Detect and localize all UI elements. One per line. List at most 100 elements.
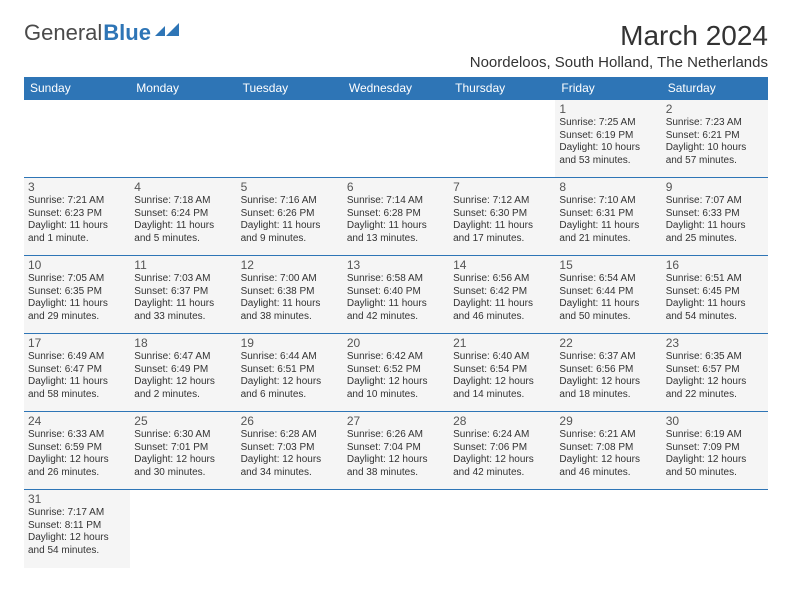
empty-cell bbox=[130, 100, 236, 178]
sunset-line: Sunset: 6:26 PM bbox=[241, 208, 339, 221]
sunset-line: Sunset: 6:23 PM bbox=[28, 208, 126, 221]
day-number: 26 bbox=[241, 414, 339, 428]
daylight-line: Daylight: 11 hours and 54 minutes. bbox=[666, 298, 764, 323]
sunrise-line: Sunrise: 6:19 AM bbox=[666, 429, 764, 442]
day-cell: 21Sunrise: 6:40 AMSunset: 6:54 PMDayligh… bbox=[449, 334, 555, 412]
daylight-line: Daylight: 10 hours and 57 minutes. bbox=[666, 142, 764, 167]
empty-cell bbox=[449, 100, 555, 178]
sunrise-line: Sunrise: 7:07 AM bbox=[666, 195, 764, 208]
weekday-header: Thursday bbox=[449, 77, 555, 100]
sunrise-line: Sunrise: 6:21 AM bbox=[559, 429, 657, 442]
day-cell: 8Sunrise: 7:10 AMSunset: 6:31 PMDaylight… bbox=[555, 178, 661, 256]
day-number: 18 bbox=[134, 336, 232, 350]
day-number: 23 bbox=[666, 336, 764, 350]
sunset-line: Sunset: 6:59 PM bbox=[28, 442, 126, 455]
sunset-line: Sunset: 6:45 PM bbox=[666, 286, 764, 299]
sunrise-line: Sunrise: 6:54 AM bbox=[559, 273, 657, 286]
daylight-line: Daylight: 12 hours and 10 minutes. bbox=[347, 376, 445, 401]
sunset-line: Sunset: 6:52 PM bbox=[347, 364, 445, 377]
logo-text-1: General bbox=[24, 20, 102, 46]
day-cell: 2Sunrise: 7:23 AMSunset: 6:21 PMDaylight… bbox=[662, 100, 768, 178]
sunrise-line: Sunrise: 6:47 AM bbox=[134, 351, 232, 364]
day-cell: 9Sunrise: 7:07 AMSunset: 6:33 PMDaylight… bbox=[662, 178, 768, 256]
day-number: 19 bbox=[241, 336, 339, 350]
sunset-line: Sunset: 6:38 PM bbox=[241, 286, 339, 299]
sunrise-line: Sunrise: 7:21 AM bbox=[28, 195, 126, 208]
day-cell: 22Sunrise: 6:37 AMSunset: 6:56 PMDayligh… bbox=[555, 334, 661, 412]
sunset-line: Sunset: 6:21 PM bbox=[666, 130, 764, 143]
calendar-body: 1Sunrise: 7:25 AMSunset: 6:19 PMDaylight… bbox=[24, 100, 768, 568]
empty-cell bbox=[237, 100, 343, 178]
sunrise-line: Sunrise: 7:12 AM bbox=[453, 195, 551, 208]
sunrise-line: Sunrise: 6:42 AM bbox=[347, 351, 445, 364]
day-cell: 24Sunrise: 6:33 AMSunset: 6:59 PMDayligh… bbox=[24, 412, 130, 490]
daylight-line: Daylight: 12 hours and 46 minutes. bbox=[559, 454, 657, 479]
day-cell: 13Sunrise: 6:58 AMSunset: 6:40 PMDayligh… bbox=[343, 256, 449, 334]
calendar-header-row: SundayMondayTuesdayWednesdayThursdayFrid… bbox=[24, 77, 768, 100]
day-number: 29 bbox=[559, 414, 657, 428]
weekday-header: Wednesday bbox=[343, 77, 449, 100]
day-cell: 25Sunrise: 6:30 AMSunset: 7:01 PMDayligh… bbox=[130, 412, 236, 490]
sunset-line: Sunset: 6:35 PM bbox=[28, 286, 126, 299]
day-number: 6 bbox=[347, 180, 445, 194]
daylight-line: Daylight: 11 hours and 21 minutes. bbox=[559, 220, 657, 245]
daylight-line: Daylight: 10 hours and 53 minutes. bbox=[559, 142, 657, 167]
daylight-line: Daylight: 11 hours and 1 minute. bbox=[28, 220, 126, 245]
sunset-line: Sunset: 6:56 PM bbox=[559, 364, 657, 377]
sunset-line: Sunset: 6:19 PM bbox=[559, 130, 657, 143]
sunrise-line: Sunrise: 7:10 AM bbox=[559, 195, 657, 208]
day-number: 12 bbox=[241, 258, 339, 272]
sunrise-line: Sunrise: 6:49 AM bbox=[28, 351, 126, 364]
daylight-line: Daylight: 12 hours and 22 minutes. bbox=[666, 376, 764, 401]
sunrise-line: Sunrise: 7:05 AM bbox=[28, 273, 126, 286]
day-cell: 31Sunrise: 7:17 AMSunset: 8:11 PMDayligh… bbox=[24, 490, 130, 568]
daylight-line: Daylight: 11 hours and 33 minutes. bbox=[134, 298, 232, 323]
day-number: 5 bbox=[241, 180, 339, 194]
sunrise-line: Sunrise: 6:33 AM bbox=[28, 429, 126, 442]
sunset-line: Sunset: 6:37 PM bbox=[134, 286, 232, 299]
daylight-line: Daylight: 12 hours and 30 minutes. bbox=[134, 454, 232, 479]
weekday-header: Friday bbox=[555, 77, 661, 100]
daylight-line: Daylight: 11 hours and 13 minutes. bbox=[347, 220, 445, 245]
day-cell: 4Sunrise: 7:18 AMSunset: 6:24 PMDaylight… bbox=[130, 178, 236, 256]
day-number: 15 bbox=[559, 258, 657, 272]
sunrise-line: Sunrise: 6:35 AM bbox=[666, 351, 764, 364]
weekday-header: Tuesday bbox=[237, 77, 343, 100]
calendar-row: 3Sunrise: 7:21 AMSunset: 6:23 PMDaylight… bbox=[24, 178, 768, 256]
calendar-row: 10Sunrise: 7:05 AMSunset: 6:35 PMDayligh… bbox=[24, 256, 768, 334]
day-cell: 23Sunrise: 6:35 AMSunset: 6:57 PMDayligh… bbox=[662, 334, 768, 412]
day-number: 16 bbox=[666, 258, 764, 272]
sunrise-line: Sunrise: 6:40 AM bbox=[453, 351, 551, 364]
day-cell: 30Sunrise: 6:19 AMSunset: 7:09 PMDayligh… bbox=[662, 412, 768, 490]
day-cell: 20Sunrise: 6:42 AMSunset: 6:52 PMDayligh… bbox=[343, 334, 449, 412]
daylight-line: Daylight: 11 hours and 9 minutes. bbox=[241, 220, 339, 245]
header: GeneralBlue March 2024 Noordeloos, South… bbox=[24, 20, 768, 71]
day-number: 2 bbox=[666, 102, 764, 116]
empty-cell bbox=[130, 490, 236, 568]
calendar-row: 17Sunrise: 6:49 AMSunset: 6:47 PM Dayligh… bbox=[24, 334, 768, 412]
daylight-line: Daylight: 11 hours and 46 minutes. bbox=[453, 298, 551, 323]
sunset-line: Sunset: 6:47 PM bbox=[28, 364, 126, 377]
day-number: 11 bbox=[134, 258, 232, 272]
sunrise-line: Sunrise: 6:44 AM bbox=[241, 351, 339, 364]
sunrise-line: Sunrise: 6:37 AM bbox=[559, 351, 657, 364]
day-cell: 5Sunrise: 7:16 AMSunset: 6:26 PMDaylight… bbox=[237, 178, 343, 256]
day-cell: 18Sunrise: 6:47 AMSunset: 6:49 PMDayligh… bbox=[130, 334, 236, 412]
empty-cell bbox=[343, 100, 449, 178]
day-cell: 6Sunrise: 7:14 AMSunset: 6:28 PMDaylight… bbox=[343, 178, 449, 256]
day-number: 22 bbox=[559, 336, 657, 350]
day-cell: 19Sunrise: 6:44 AMSunset: 6:51 PMDayligh… bbox=[237, 334, 343, 412]
sunset-line: Sunset: 7:09 PM bbox=[666, 442, 764, 455]
empty-cell bbox=[237, 490, 343, 568]
daylight-line: Daylight: 12 hours and 50 minutes. bbox=[666, 454, 764, 479]
day-number: 8 bbox=[559, 180, 657, 194]
day-cell: 29Sunrise: 6:21 AMSunset: 7:08 PMDayligh… bbox=[555, 412, 661, 490]
day-number: 17 bbox=[28, 336, 126, 350]
sunset-line: Sunset: 7:03 PM bbox=[241, 442, 339, 455]
calendar-row: 24Sunrise: 6:33 AMSunset: 6:59 PMDayligh… bbox=[24, 412, 768, 490]
daylight-line: Daylight: 12 hours and 42 minutes. bbox=[453, 454, 551, 479]
sunrise-line: Sunrise: 7:23 AM bbox=[666, 117, 764, 130]
title-block: March 2024 Noordeloos, South Holland, Th… bbox=[470, 20, 768, 71]
sunset-line: Sunset: 6:42 PM bbox=[453, 286, 551, 299]
sunset-line: Sunset: 6:57 PM bbox=[666, 364, 764, 377]
